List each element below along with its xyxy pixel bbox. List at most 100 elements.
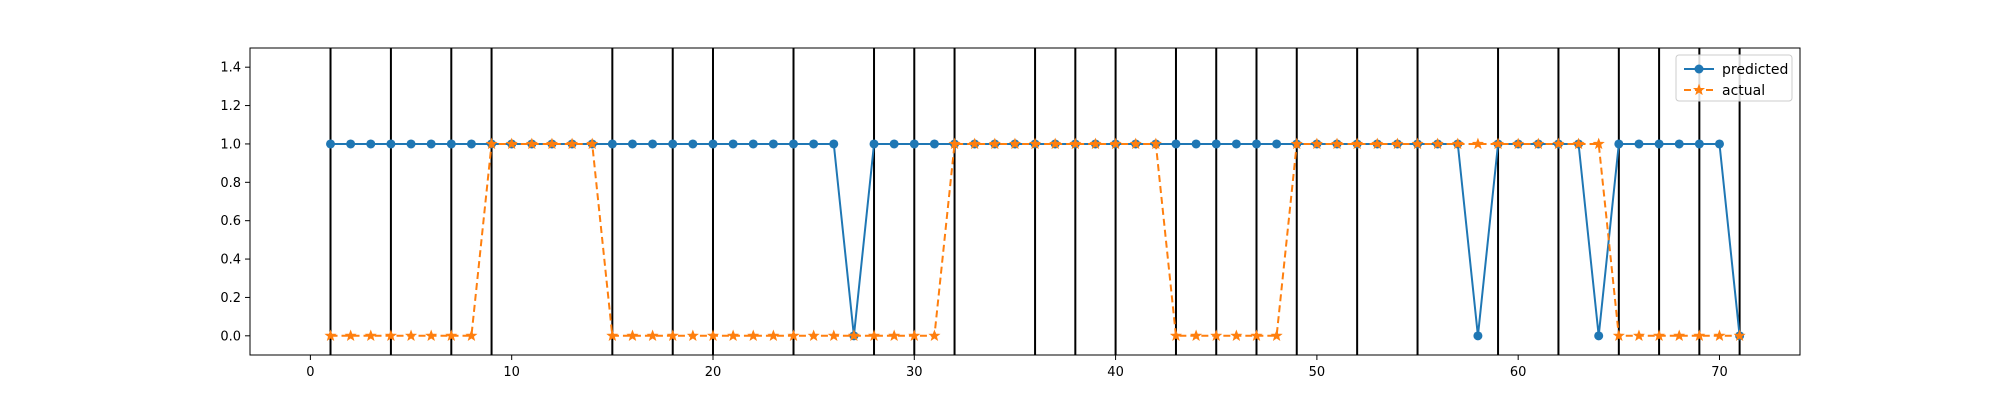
data-point-predicted: [668, 139, 678, 149]
data-point-predicted: [406, 139, 416, 149]
data-point-actual: [1371, 137, 1384, 150]
data-point-actual: [1431, 137, 1444, 150]
data-point-actual: [465, 329, 478, 341]
y-tick-label: 0.6: [220, 214, 241, 229]
data-point-actual: [1411, 137, 1424, 150]
legend-item-predicted: predicted: [1684, 62, 1788, 78]
data-point-actual: [787, 329, 800, 341]
x-tick-label: 70: [1711, 365, 1728, 380]
data-point-predicted: [346, 139, 356, 149]
data-point-actual: [1632, 329, 1646, 341]
data-point-predicted: [889, 139, 899, 149]
legend-marker: [1692, 83, 1706, 96]
data-point-predicted: [366, 139, 376, 149]
data-point-predicted: [869, 139, 879, 149]
axes-layer: 0 10 20 30 40 50 60 70 0.0 0.2 0.4 0.6 0.8 1.0 1.2 1.4: [220, 61, 1727, 380]
data-point-predicted: [1674, 139, 1684, 149]
data-point-actual: [566, 137, 579, 150]
data-point-actual: [847, 329, 860, 341]
data-point-actual: [1653, 329, 1666, 341]
data-point-actual: [626, 329, 639, 341]
data-point-actual: [1532, 137, 1545, 150]
y-tick-label: 0.4: [220, 253, 241, 268]
data-point-predicted: [1714, 139, 1724, 149]
data-point-actual: [1552, 137, 1565, 150]
data-point-actual: [1149, 137, 1162, 150]
data-point-predicted: [446, 139, 456, 149]
data-point-actual: [1572, 137, 1585, 150]
data-point-predicted: [809, 139, 819, 149]
data-point-actual: [1612, 329, 1625, 341]
data-point-actual: [324, 329, 337, 341]
data-point-actual: [1351, 137, 1364, 150]
data-point-actual: [767, 329, 780, 341]
data-point-predicted: [326, 139, 336, 149]
legend-item-actual: actual: [1684, 83, 1765, 99]
data-point-actual: [888, 329, 901, 341]
data-point-predicted: [1473, 331, 1483, 341]
data-point-actual: [1230, 329, 1243, 341]
x-tick-label: 50: [1309, 365, 1326, 380]
data-point-predicted: [607, 139, 617, 149]
series-actual: [324, 137, 1746, 341]
data-point-predicted: [1594, 331, 1604, 341]
y-tick-label: 1.2: [220, 99, 241, 114]
data-point-actual: [908, 329, 921, 341]
legend-frame: [1675, 54, 1793, 102]
data-point-actual: [545, 137, 558, 150]
data-point-actual: [445, 329, 458, 341]
data-point-actual: [1290, 137, 1303, 150]
data-point-actual: [1310, 137, 1323, 150]
data-point-actual: [747, 329, 760, 341]
data-point-actual: [1250, 329, 1263, 341]
data-point-actual: [344, 329, 357, 341]
data-point-actual: [807, 329, 820, 341]
data-point-actual: [1693, 329, 1706, 341]
data-point-actual: [1008, 137, 1021, 150]
data-point-actual: [1049, 137, 1062, 150]
data-point-actual: [425, 329, 438, 341]
data-point-actual: [1109, 137, 1122, 150]
data-point-actual: [1713, 329, 1726, 341]
data-point-actual: [1512, 137, 1525, 150]
legend: predicted actual: [1675, 54, 1793, 102]
data-point-actual: [404, 329, 418, 341]
data-point-actual: [968, 137, 981, 150]
plot-frame: [249, 47, 1801, 356]
data-point-actual: [827, 329, 840, 341]
data-point-actual: [928, 329, 941, 341]
data-point-predicted: [1231, 139, 1241, 149]
data-point-predicted: [789, 139, 799, 149]
data-point-actual: [1069, 137, 1082, 150]
data-point-predicted: [929, 139, 939, 149]
vertical-lines-layer: [329, 48, 1741, 355]
data-point-predicted: [1191, 139, 1201, 149]
data-point-actual: [1089, 137, 1102, 150]
data-point-predicted: [1654, 139, 1664, 149]
data-point-actual: [686, 329, 699, 341]
data-point-actual: [988, 137, 1001, 150]
x-tick-label: 20: [705, 365, 722, 380]
y-tick-label: 0.0: [220, 329, 241, 344]
data-point-predicted: [648, 139, 658, 149]
data-point-actual: [1330, 137, 1344, 150]
data-point-predicted: [1251, 139, 1261, 149]
data-point-actual: [485, 137, 498, 150]
x-tick-label: 40: [1107, 365, 1124, 380]
data-point-actual: [505, 137, 518, 150]
data-point-actual: [1391, 137, 1404, 150]
data-point-actual: [646, 329, 659, 341]
data-point-actual: [525, 137, 538, 150]
data-point-actual: [1190, 329, 1203, 341]
data-point-predicted: [426, 139, 436, 149]
data-point-predicted: [1694, 139, 1704, 149]
data-point-actual: [1673, 329, 1686, 341]
data-point-predicted: [627, 139, 637, 149]
data-point-actual: [867, 329, 881, 341]
data-point-predicted: [1634, 139, 1644, 149]
x-tick-label: 60: [1510, 365, 1527, 380]
legend-label: predicted: [1722, 62, 1788, 78]
data-point-predicted: [748, 139, 758, 149]
data-point-predicted: [909, 139, 919, 149]
x-tick-label: 30: [906, 365, 923, 380]
